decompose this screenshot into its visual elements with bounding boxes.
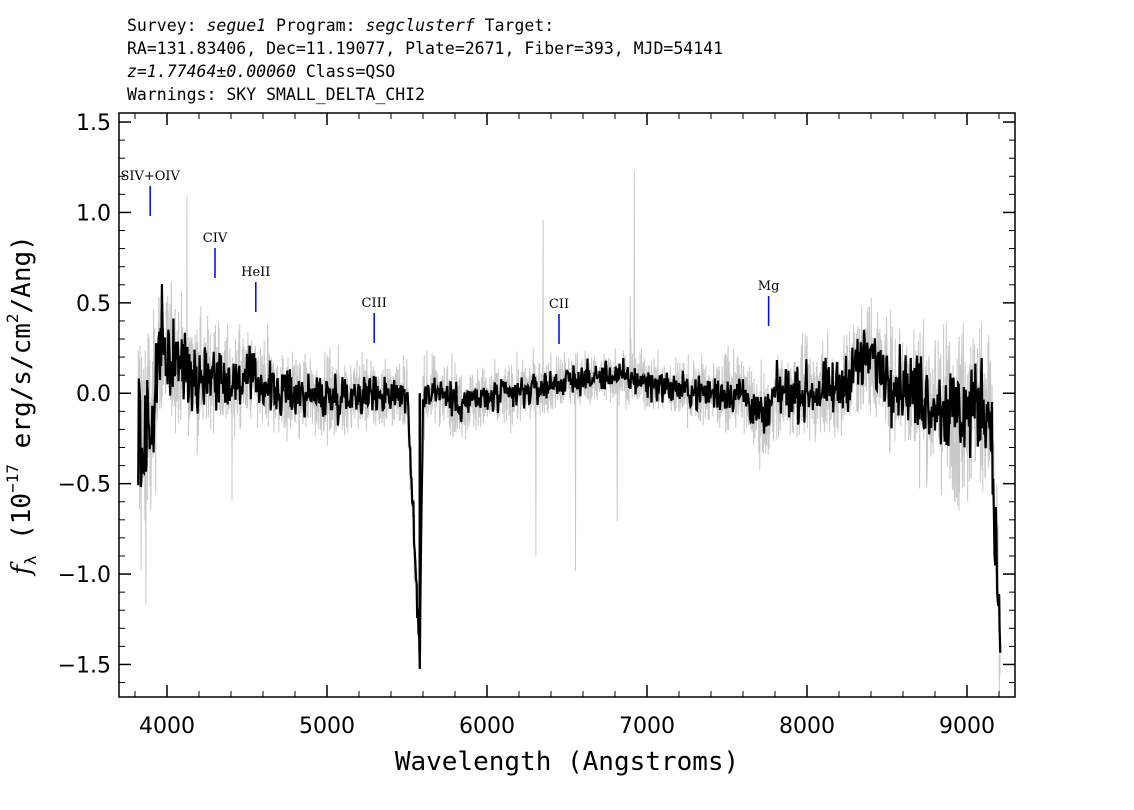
x-tick-label: 6000	[459, 714, 515, 739]
line-label-civ: CIV	[203, 231, 228, 246]
line-label-mg: Mg	[758, 279, 780, 294]
survey-value: segue1	[206, 16, 267, 35]
plot-frame	[118, 112, 1016, 698]
y-tick-label: 1.0	[76, 201, 111, 226]
svg-text:fλ (10−17 erg/s/cm2/Ang): fλ (10−17 erg/s/cm2/Ang)	[3, 235, 40, 577]
x-axis-ticks: 4000 5000 6000 7000 8000 9000	[134, 113, 1000, 739]
program-value: segclusterf	[365, 16, 475, 35]
y-tick-label: 0.5	[76, 292, 111, 317]
x-axis-label: Wavelength (Angstroms)	[395, 747, 739, 777]
redshift-value: z=1.77464±0.00060	[127, 62, 296, 81]
emission-line-markers: SIV+OIV CIV HeII CIII CII Mg	[120, 169, 779, 344]
line-label-sivoiv: SIV+OIV	[120, 169, 180, 184]
flux-series-line	[137, 284, 1002, 669]
y-axis-label: fλ (10−17 erg/s/cm2/Ang)	[3, 235, 40, 577]
line-label-heii: HeII	[241, 265, 270, 280]
x-tick-label: 9000	[939, 714, 995, 739]
error-series	[137, 171, 1001, 697]
line-label-ciii: CIII	[362, 296, 387, 311]
x-tick-label: 4000	[139, 714, 195, 739]
x-tick-label: 5000	[299, 714, 355, 739]
target-label: Target:	[484, 16, 555, 35]
header-line-2: RA=131.83406, Dec=11.19077, Plate=2671, …	[127, 39, 724, 58]
header-warnings: Warnings: SKY SMALL_DELTA_CHI2	[127, 85, 426, 104]
y-axis-ticks: −1.5 −1.0 −0.5 0.0 0.5 1.0 1.5	[58, 111, 1015, 684]
flux-series	[137, 284, 1002, 669]
y-tick-label: −1.5	[58, 653, 111, 678]
survey-label: Survey:	[127, 16, 197, 35]
y-tick-label: −0.5	[58, 473, 111, 498]
program-label: Program:	[276, 16, 356, 35]
y-tick-label: 1.5	[76, 111, 111, 136]
y-tick-label: 0.0	[76, 382, 111, 407]
error-series-line	[137, 171, 1001, 697]
header-line-3: z=1.77464±0.00060 Class=QSO	[127, 62, 395, 82]
y-tick-label: −1.0	[58, 563, 111, 588]
line-label-cii: CII	[549, 297, 569, 312]
x-tick-label: 7000	[619, 714, 675, 739]
x-tick-label: 8000	[779, 714, 835, 739]
class-value: Class=QSO	[305, 62, 396, 81]
header-line-1: Survey: segue1 Program: segclusterf Targ…	[127, 16, 554, 36]
